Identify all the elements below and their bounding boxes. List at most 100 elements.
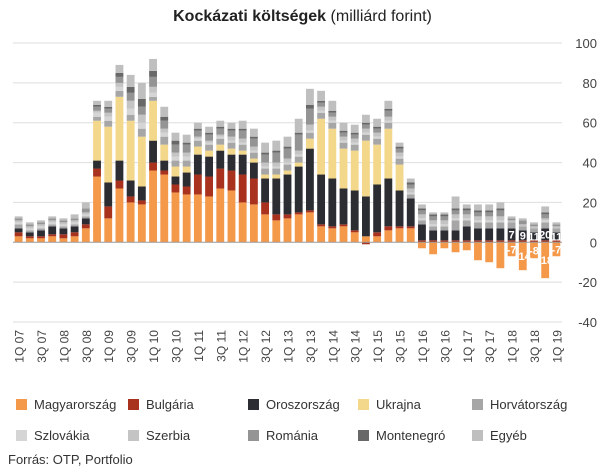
bar-segment-horvatorszag [149, 96, 157, 101]
bar-segment-szlovakia [350, 142, 359, 145]
bar-segment-horvatorszag [227, 142, 236, 149]
bar-segment-oroszorszag [59, 228, 68, 235]
bar-segment-montenegro [205, 132, 213, 135]
bar-segment-bulgaria [462, 240, 471, 243]
bar-segment-bulgaria [104, 206, 113, 219]
x-tick-label: 1Q 12 [237, 330, 251, 363]
bar-segment-horvatorszag [339, 142, 348, 149]
bar-segment-bulgaria [205, 176, 213, 197]
bar-segment-magyarorszag [429, 242, 438, 255]
bar-segment-oroszorszag [272, 178, 281, 215]
bar-segment-horvatorszag [317, 112, 326, 119]
bar-segment-magyarorszag [37, 238, 45, 243]
bar-segment-oroszorszag [474, 228, 482, 241]
bar-segment-szerbia [552, 226, 561, 229]
bar-segment-magyarorszag [272, 220, 281, 243]
y-axis: -40 -20 0 20 40 60 80 100 [575, 36, 597, 330]
bars [14, 58, 561, 279]
bar-segment-ukrajna [216, 144, 225, 151]
bar-segment-szerbia [384, 116, 393, 121]
bar-segment-szerbia [48, 220, 57, 223]
bar-segment-bulgaria [249, 178, 258, 205]
bar-segment-szlovakia [48, 222, 57, 225]
bar-segment-montenegro [418, 208, 426, 211]
bar-segment-bulgaria [272, 214, 281, 221]
bar-segment-egyeb [238, 120, 247, 129]
bar-segment-magyarorszag [552, 242, 561, 257]
bar-segment-magyarorszag [406, 228, 415, 243]
bar-segment-horvatorszag [384, 122, 393, 129]
legend-swatch [16, 430, 27, 441]
bar-segment-egyeb [395, 142, 404, 147]
bar-segment-romania [70, 218, 79, 221]
bar-segment-szlovakia [496, 220, 505, 223]
bar-segment-montenegro [451, 208, 460, 211]
bar-segment-szerbia [104, 112, 113, 117]
bar-segment-magyarorszag [518, 242, 527, 271]
bar-segment-szlovakia [339, 140, 348, 143]
bar-segment-ukrajna [362, 140, 370, 197]
bar-segment-szerbia [81, 212, 90, 215]
bar-segment-oroszorszag [406, 198, 415, 227]
legend-item-szerbia: Szerbia [128, 428, 191, 443]
bar-segment-oroszorszag [261, 178, 270, 203]
bar-segment-horvatorszag [451, 220, 460, 231]
legend-label: Oroszország [266, 397, 340, 412]
bar-segment-ukrajna [160, 144, 169, 161]
bar-segment-szlovakia [406, 192, 415, 195]
data-label: -7 [552, 244, 562, 256]
bar-segment-romania [507, 218, 516, 221]
bar-segment-montenegro [350, 132, 359, 135]
bar-segment-szerbia [451, 214, 460, 219]
legend-swatch [472, 430, 483, 441]
bar-segment-szlovakia [227, 140, 236, 143]
bar-segment-szerbia [25, 226, 34, 229]
bar-segment-oroszorszag [305, 148, 314, 211]
bar-segment-oroszorszag [552, 232, 561, 241]
bar-segment-magyarorszag [440, 242, 449, 249]
bar-segment-bulgaria [485, 240, 494, 243]
x-tick-label: 3Q 11 [214, 330, 228, 362]
bar-segment-montenegro [160, 116, 169, 121]
x-tick-label: 3Q 17 [483, 330, 497, 363]
bar-segment-horvatorszag [541, 222, 550, 229]
bar-segment-magyarorszag [418, 242, 426, 249]
bar-segment-szlovakia [283, 162, 292, 165]
bar-segment-montenegro [93, 104, 101, 107]
bar-segment-magyarorszag [451, 242, 460, 253]
bar-segment-bulgaria [451, 240, 460, 243]
bar-segment-egyeb [350, 124, 359, 133]
x-tick-label: 1Q 07 [13, 330, 27, 363]
bar-segment-romania [48, 218, 57, 221]
bar-segment-egyeb [462, 204, 471, 209]
bar-segment-szlovakia [137, 122, 146, 129]
bar-segment-horvatorszag [440, 226, 449, 231]
legend-item-horvatorszag: Horvátország [472, 397, 567, 412]
bar-segment-romania [350, 134, 359, 139]
bar-segment-szerbia [182, 152, 191, 157]
bar-segment-romania [115, 76, 124, 83]
bar-segment-bulgaria [395, 226, 404, 229]
bar-segment-bulgaria [261, 202, 270, 215]
bar-segment-romania [305, 108, 314, 125]
bar-segment-bulgaria [126, 196, 135, 203]
bar-segment-oroszorszag [429, 230, 438, 241]
bar-segment-egyeb [440, 212, 449, 215]
bar-segment-egyeb [205, 126, 213, 133]
bar-segment-magyarorszag [115, 188, 124, 243]
bar-segment-oroszorszag [81, 218, 90, 225]
bar-segment-ukrajna [339, 148, 348, 189]
legend-label: Ukrajna [376, 397, 422, 412]
bar-segment-romania [126, 92, 135, 101]
bar-segment-szlovakia [249, 150, 258, 153]
bar-segment-oroszorszag [496, 228, 505, 241]
bar-segment-egyeb [25, 222, 34, 225]
bar-segment-horvatorszag [429, 226, 438, 231]
bar-segment-horvatorszag [25, 230, 34, 233]
bar-segment-szlovakia [37, 226, 45, 229]
legend-swatch [472, 399, 483, 410]
bar-segment-szlovakia [149, 92, 157, 97]
bar-segment-egyeb [474, 204, 482, 211]
bar-segment-szlovakia [93, 112, 101, 117]
bar-segment-egyeb [70, 214, 79, 219]
